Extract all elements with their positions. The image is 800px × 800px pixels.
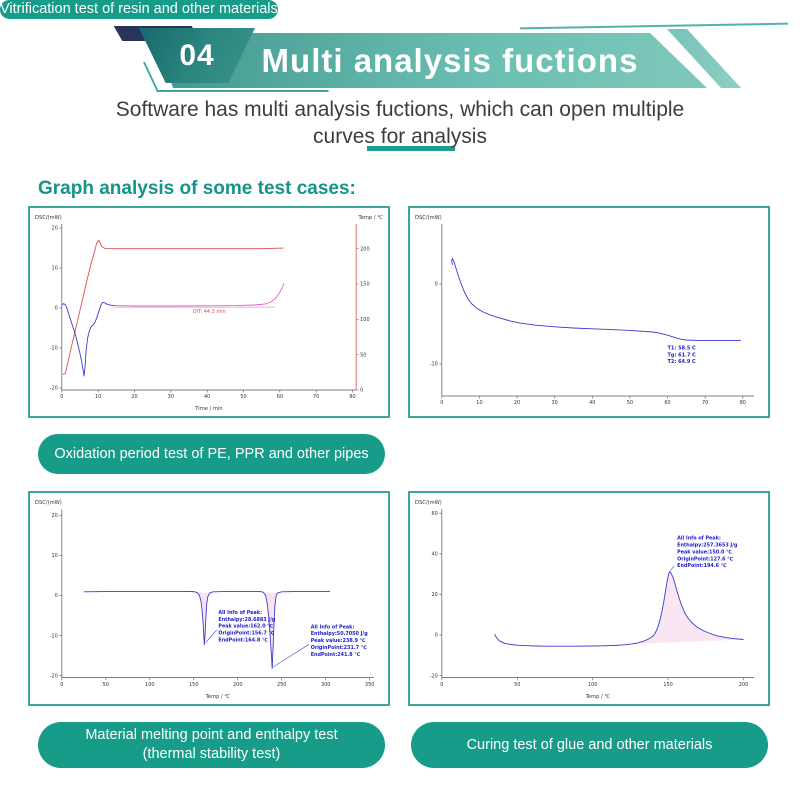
svg-text:50: 50: [103, 682, 109, 688]
svg-text:80: 80: [740, 400, 746, 406]
svg-text:Temp / ℃: Temp / ℃: [205, 694, 231, 700]
svg-text:0: 0: [55, 306, 58, 312]
svg-text:20: 20: [514, 400, 520, 406]
svg-text:70: 70: [702, 400, 708, 406]
svg-text:40: 40: [589, 400, 595, 406]
banner-outline-top: [520, 22, 788, 30]
svg-text:20: 20: [131, 394, 137, 400]
svg-text:150: 150: [189, 682, 198, 688]
svg-text:50: 50: [514, 682, 520, 688]
svg-text:50: 50: [627, 400, 633, 406]
svg-text:30: 30: [552, 400, 558, 406]
svg-text:150: 150: [663, 682, 672, 688]
svg-text:100: 100: [360, 317, 369, 323]
caption-curing: Curing test of glue and other materials: [411, 722, 768, 768]
caption-melting: Material melting point and enthalpy test…: [38, 722, 385, 768]
svg-text:30: 30: [168, 394, 174, 400]
chart-panel-melting: 20 10 0 -10 -20 0 50 100 150 200 250 300 350 DSC/(mW)…: [28, 491, 390, 706]
svg-text:300: 300: [321, 682, 330, 688]
svg-text:250: 250: [277, 682, 286, 688]
svg-text:All Info of Peak:Enthalpy:257.: All Info of Peak: Enthalpy:257.3653 J/g Pe…: [677, 536, 738, 570]
subtitle: Software has multi analysis fuctions, wh…: [0, 96, 800, 150]
svg-text:10: 10: [52, 266, 58, 272]
svg-text:-20: -20: [50, 386, 58, 392]
svg-text:60: 60: [432, 511, 438, 517]
svg-text:20: 20: [432, 592, 438, 598]
svg-text:10: 10: [52, 553, 58, 559]
svg-text:0: 0: [440, 400, 443, 406]
svg-text:40: 40: [204, 394, 210, 400]
svg-text:0: 0: [360, 388, 363, 394]
caption-label: Curing test of glue and other materials: [466, 736, 713, 753]
svg-text:50: 50: [360, 352, 366, 358]
svg-text:-20: -20: [430, 673, 438, 679]
caption-label: Material melting point and enthalpy test: [85, 727, 338, 743]
svg-text:40: 40: [432, 552, 438, 558]
svg-text:10: 10: [476, 400, 482, 406]
svg-text:0: 0: [435, 633, 438, 639]
svg-text:Temp / ℃: Temp / ℃: [357, 215, 383, 221]
svg-text:T1: 58.5 CTg: 61.7 CT2: 64.: T1: 58.5 C Tg: 61.7 C T2: 64.9 C: [668, 346, 697, 366]
page-title: Multi analysis fuctions: [261, 41, 639, 79]
divider-bar: [367, 146, 455, 151]
svg-text:0: 0: [435, 282, 438, 288]
svg-text:Time / min: Time / min: [194, 406, 222, 412]
svg-text:DSC/(mW): DSC/(mW): [415, 500, 442, 506]
svg-text:200: 200: [233, 682, 242, 688]
svg-text:60: 60: [664, 400, 670, 406]
svg-text:60: 60: [277, 394, 283, 400]
svg-text:10: 10: [95, 394, 101, 400]
svg-text:100: 100: [145, 682, 154, 688]
svg-text:50: 50: [240, 394, 246, 400]
svg-text:0: 0: [55, 593, 58, 599]
svg-text:20: 20: [52, 226, 58, 232]
caption-vitrification: Vitrification test of resin and other ma…: [0, 0, 278, 19]
subtitle-line1: Software has multi analysis fuctions, wh…: [115, 98, 685, 121]
section-number: 04: [179, 38, 215, 72]
svg-text:200: 200: [739, 682, 748, 688]
svg-text:150: 150: [360, 282, 369, 288]
svg-text:80: 80: [349, 394, 355, 400]
caption-label: Oxidation period test of PE, PPR and oth…: [54, 445, 369, 462]
subtitle-line2: curves for analysis: [313, 125, 487, 148]
chart-panel-curing: 60 40 20 0 -20 0 50 100 150 200 DSC/(mW) Temp / ℃ Al…: [408, 491, 770, 706]
svg-text:DSC/(mW): DSC/(mW): [415, 215, 442, 221]
svg-text:20: 20: [52, 513, 58, 519]
svg-text:-20: -20: [50, 673, 58, 679]
svg-text:200: 200: [360, 246, 369, 252]
svg-text:-10: -10: [430, 362, 438, 368]
svg-text:0: 0: [60, 394, 63, 400]
svg-text:DSC/(mW): DSC/(mW): [35, 215, 62, 221]
svg-text:Temp / ℃: Temp / ℃: [585, 694, 611, 700]
caption-label: Vitrification test of resin and other ma…: [0, 1, 278, 17]
svg-text:70: 70: [313, 394, 319, 400]
header: Multi analysis fuctions 04 Software has …: [0, 0, 800, 170]
svg-text:100: 100: [588, 682, 597, 688]
svg-text:DSC/(mW): DSC/(mW): [35, 500, 62, 506]
svg-text:-10: -10: [50, 346, 58, 352]
svg-text:OIT: 44.3 min: OIT: 44.3 min: [193, 309, 226, 315]
svg-text:350: 350: [365, 682, 374, 688]
chart-panel-oxidation: 20 10 0 -10 -20 0 10 20 30 40 50 60 70 80 0 50 100 150 200…: [28, 206, 390, 418]
caption-oxidation: Oxidation period test of PE, PPR and oth…: [38, 434, 385, 474]
svg-text:-10: -10: [50, 633, 58, 639]
svg-text:0: 0: [440, 682, 443, 688]
svg-text:All Info of Peak:Enthalpy:50.7: All Info of Peak: Enthalpy:50.7050 J/g Pea…: [311, 624, 368, 658]
section-heading: Graph analysis of some test cases:: [38, 178, 356, 199]
caption-sublabel: (thermal stability test): [142, 746, 281, 762]
svg-text:All Info of Peak:Enthalpy:28.6: All Info of Peak: Enthalpy:28.6883 J/g Pea…: [218, 610, 275, 644]
svg-text:0: 0: [60, 682, 63, 688]
